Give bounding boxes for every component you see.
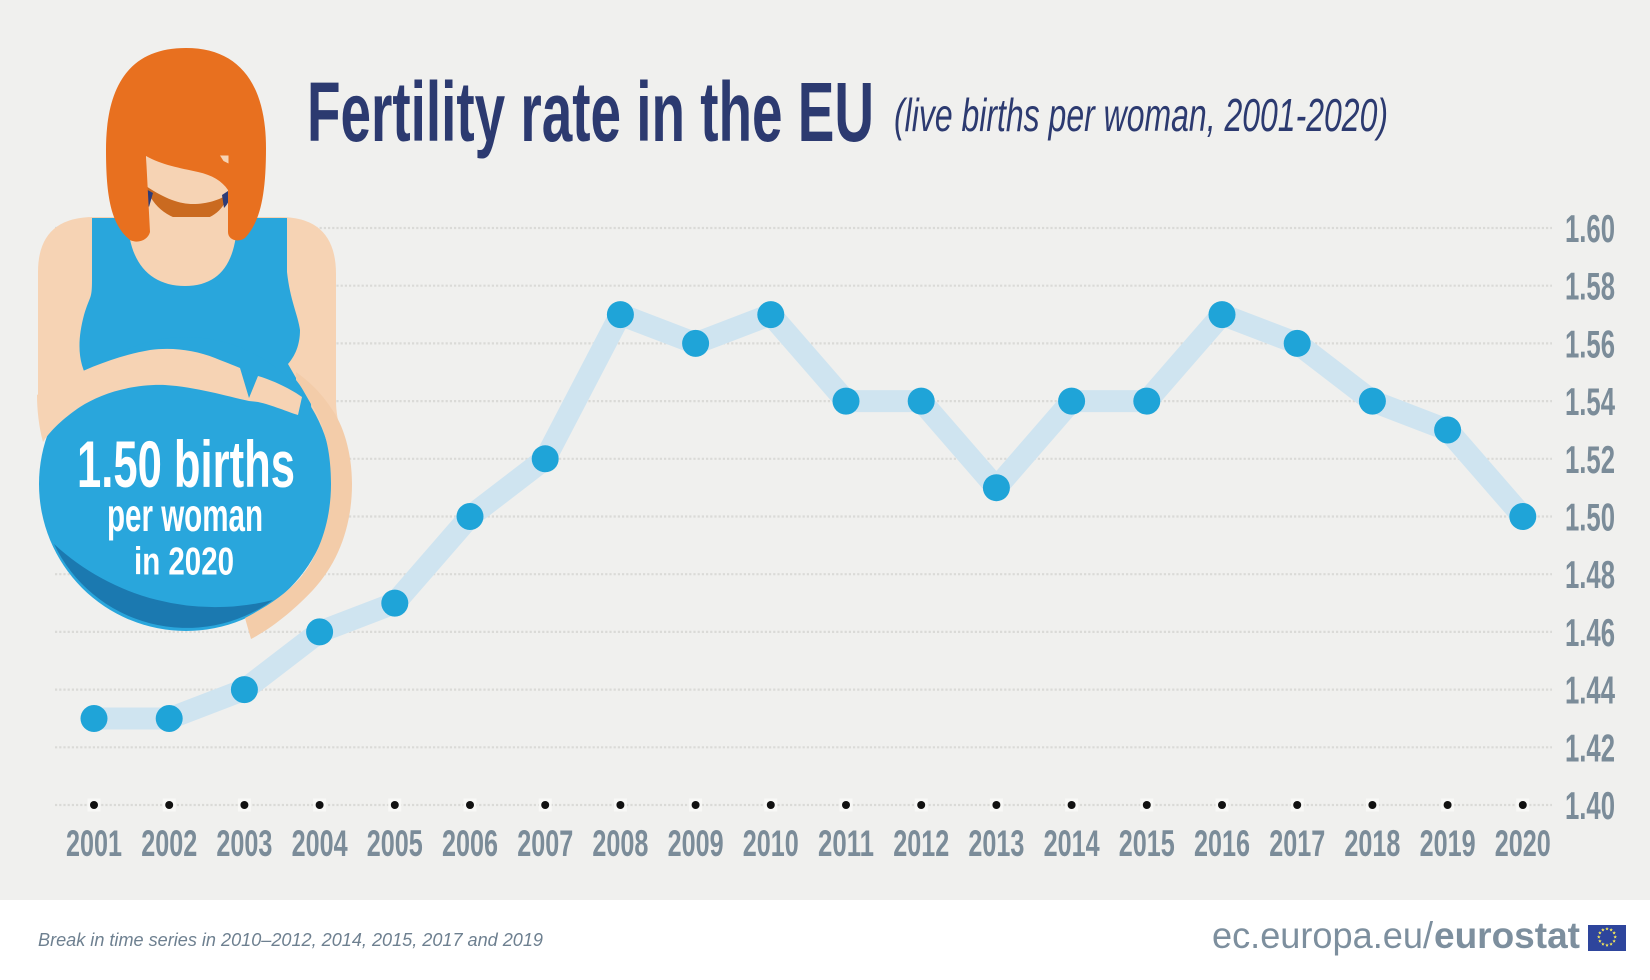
svg-text:2012: 2012 — [893, 823, 949, 864]
svg-text:per woman: per woman — [107, 489, 263, 541]
svg-text:2020: 2020 — [1495, 823, 1551, 864]
svg-text:1.50: 1.50 — [1565, 497, 1615, 540]
svg-text:2004: 2004 — [292, 823, 348, 864]
svg-text:2013: 2013 — [968, 823, 1024, 864]
svg-text:1.44: 1.44 — [1565, 670, 1615, 713]
svg-text:1.42: 1.42 — [1565, 727, 1615, 770]
svg-text:2002: 2002 — [141, 823, 197, 864]
svg-text:2011: 2011 — [818, 823, 874, 864]
svg-text:2019: 2019 — [1420, 823, 1476, 864]
svg-text:1.52: 1.52 — [1565, 439, 1615, 482]
svg-text:2015: 2015 — [1119, 823, 1175, 864]
svg-text:2007: 2007 — [517, 823, 573, 864]
svg-text:(live births per woman, 2001-2: (live births per woman, 2001-2020) — [894, 89, 1388, 141]
svg-text:2005: 2005 — [367, 823, 423, 864]
svg-text:2016: 2016 — [1194, 823, 1250, 864]
svg-text:eurostat: eurostat — [1434, 915, 1580, 956]
svg-text:Fertility rate in the EU: Fertility rate in the EU — [307, 65, 874, 159]
svg-text:2009: 2009 — [668, 823, 724, 864]
svg-text:1.46: 1.46 — [1565, 612, 1615, 655]
svg-text:1.50 births: 1.50 births — [77, 427, 295, 501]
svg-text:2003: 2003 — [216, 823, 272, 864]
svg-text:2014: 2014 — [1044, 823, 1100, 864]
svg-text:1.54: 1.54 — [1565, 381, 1615, 424]
svg-text:in 2020: in 2020 — [134, 541, 234, 584]
svg-text:1.56: 1.56 — [1565, 323, 1615, 366]
svg-text:2008: 2008 — [592, 823, 648, 864]
svg-text:1.60: 1.60 — [1565, 208, 1615, 251]
svg-text:2018: 2018 — [1344, 823, 1400, 864]
svg-text:2001: 2001 — [66, 823, 122, 864]
svg-text:2006: 2006 — [442, 823, 498, 864]
svg-text:ec.europa.eu/: ec.europa.eu/ — [1212, 915, 1434, 956]
svg-text:2017: 2017 — [1269, 823, 1325, 864]
svg-text:2010: 2010 — [743, 823, 799, 864]
svg-text:Break in time series in 2010–2: Break in time series in 2010–2012, 2014,… — [38, 930, 543, 950]
svg-text:1.40: 1.40 — [1565, 785, 1615, 828]
svg-text:1.48: 1.48 — [1565, 554, 1615, 597]
svg-text:1.58: 1.58 — [1565, 266, 1615, 309]
